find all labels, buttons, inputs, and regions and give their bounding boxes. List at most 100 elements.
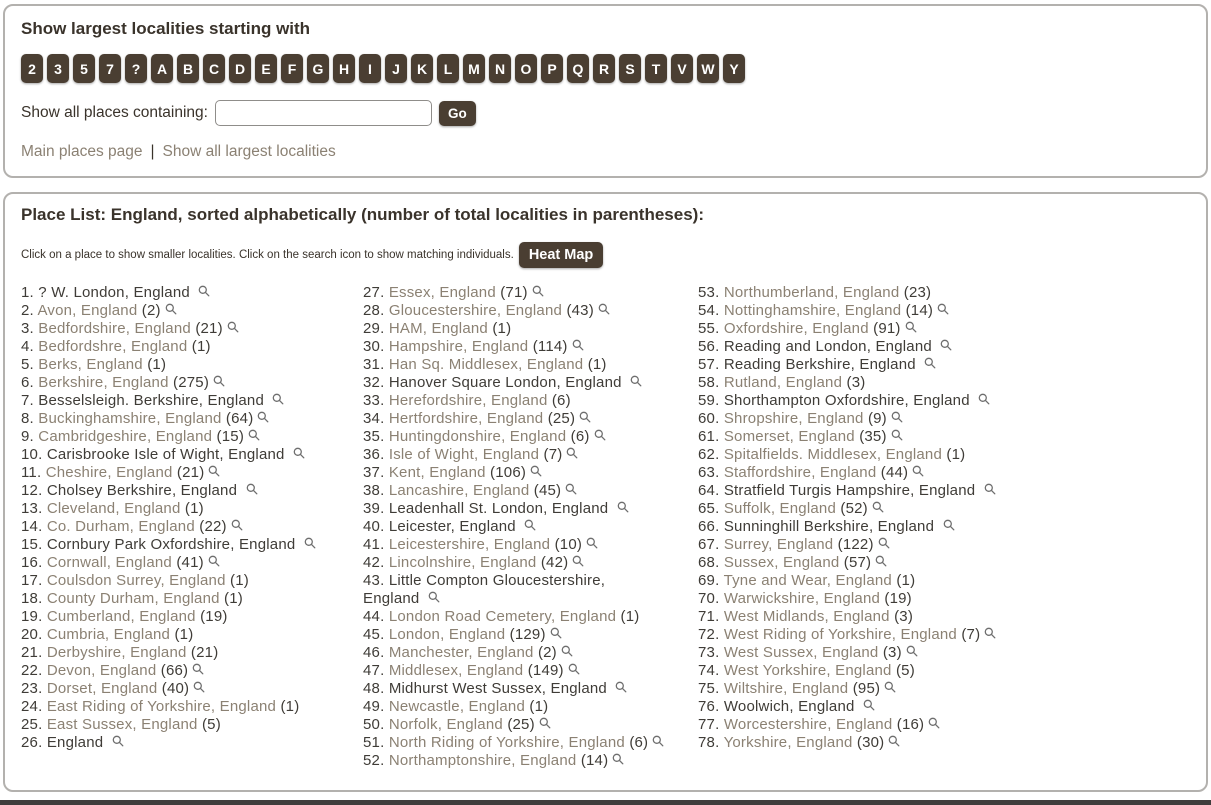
place-link[interactable]: Cleveland, England xyxy=(46,500,181,517)
place-link[interactable]: Nottinghamshire, England xyxy=(723,302,902,319)
search-icon[interactable] xyxy=(905,321,918,334)
place-link[interactable]: Worcestershire, England xyxy=(723,716,893,733)
search-icon[interactable] xyxy=(568,663,581,676)
search-icon[interactable] xyxy=(912,465,925,478)
letter-button[interactable]: S xyxy=(619,54,641,83)
search-icon[interactable] xyxy=(304,537,317,550)
place-link[interactable]: Middlesex, England xyxy=(388,662,524,679)
place-link[interactable]: County Durham, England xyxy=(46,590,220,607)
search-icon[interactable] xyxy=(165,303,178,316)
place-link[interactable]: Essex, England xyxy=(388,284,496,301)
place-link[interactable]: Oxfordshire, England xyxy=(723,320,869,337)
letter-button[interactable]: M xyxy=(463,54,485,83)
place-link[interactable]: East Riding of Yorkshire, England xyxy=(46,698,277,715)
place-link[interactable]: Warwickshire, England xyxy=(723,590,881,607)
search-icon[interactable] xyxy=(937,303,950,316)
search-icon[interactable] xyxy=(617,501,630,514)
search-icon[interactable] xyxy=(612,753,625,766)
place-link[interactable]: Co. Durham, England xyxy=(46,518,195,535)
search-icon[interactable] xyxy=(550,627,563,640)
search-icon[interactable] xyxy=(227,321,240,334)
place-link[interactable]: Somerset, England xyxy=(723,428,855,445)
place-link[interactable]: Tyne and Wear, England xyxy=(723,572,892,589)
place-link[interactable]: Herefordshire, England xyxy=(388,392,548,409)
place-link[interactable]: Avon, England xyxy=(37,302,138,319)
place-link[interactable]: West Midlands, England xyxy=(723,608,890,625)
place-link[interactable]: Newcastle, England xyxy=(388,698,526,715)
place-link[interactable]: Manchester, England xyxy=(388,644,534,661)
search-icon[interactable] xyxy=(532,285,545,298)
place-link[interactable]: Gloucestershire, England xyxy=(388,302,563,319)
letter-button[interactable]: F xyxy=(281,54,303,83)
search-icon[interactable] xyxy=(978,393,991,406)
search-icon[interactable] xyxy=(615,681,628,694)
search-icon[interactable] xyxy=(208,555,221,568)
place-link[interactable]: Hampshire, England xyxy=(388,338,529,355)
place-link[interactable]: West Riding of Yorkshire, England xyxy=(723,626,957,643)
place-link[interactable]: Leicestershire, England xyxy=(388,536,551,553)
search-icon[interactable] xyxy=(561,645,574,658)
letter-button[interactable]: A xyxy=(151,54,173,83)
search-icon[interactable] xyxy=(872,501,885,514)
place-link[interactable]: Rutland, England xyxy=(723,374,843,391)
search-icon[interactable] xyxy=(246,483,259,496)
place-link[interactable]: North Riding of Yorkshire, England xyxy=(388,734,625,751)
place-link[interactable]: Norfolk, England xyxy=(388,716,503,733)
search-icon[interactable] xyxy=(652,735,665,748)
letter-button[interactable]: ? xyxy=(125,54,147,83)
search-icon[interactable] xyxy=(863,699,876,712)
place-link[interactable]: Shropshire, England xyxy=(723,410,864,427)
place-link[interactable]: London, England xyxy=(388,626,506,643)
search-icon[interactable] xyxy=(524,519,537,532)
place-link[interactable]: Cheshire, England xyxy=(45,464,173,481)
place-link[interactable]: Huntingdonshire, England xyxy=(388,428,567,445)
search-icon[interactable] xyxy=(572,555,585,568)
place-link[interactable]: Cumbria, England xyxy=(46,626,171,643)
search-icon[interactable] xyxy=(530,465,543,478)
letter-button[interactable]: I xyxy=(359,54,381,83)
show-all-largest-localities-link[interactable]: Show all largest localities xyxy=(162,143,336,160)
search-icon[interactable] xyxy=(112,735,125,748)
place-link[interactable]: Sussex, England xyxy=(723,554,840,571)
place-link[interactable]: HAM, England xyxy=(388,320,488,337)
letter-button[interactable]: W xyxy=(697,54,719,83)
search-icon[interactable] xyxy=(248,429,261,442)
place-link[interactable]: Surrey, England xyxy=(723,536,834,553)
letter-button[interactable]: Q xyxy=(567,54,589,83)
place-link[interactable]: London Road Cemetery, England xyxy=(388,608,617,625)
letter-button[interactable]: Y xyxy=(723,54,745,83)
search-icon[interactable] xyxy=(565,483,578,496)
search-icon[interactable] xyxy=(984,627,997,640)
search-icon[interactable] xyxy=(984,483,997,496)
search-icon[interactable] xyxy=(888,735,901,748)
letter-button[interactable]: 3 xyxy=(47,54,69,83)
place-link[interactable]: Staffordshire, England xyxy=(723,464,877,481)
search-icon[interactable] xyxy=(213,375,226,388)
letter-button[interactable]: J xyxy=(385,54,407,83)
place-link[interactable]: Lancashire, England xyxy=(388,482,530,499)
search-icon[interactable] xyxy=(539,717,552,730)
letter-button[interactable]: O xyxy=(515,54,537,83)
search-icon[interactable] xyxy=(943,519,956,532)
search-icon[interactable] xyxy=(598,303,611,316)
search-icon[interactable] xyxy=(193,681,206,694)
letter-button[interactable]: 5 xyxy=(73,54,95,83)
place-link[interactable]: Suffolk, England xyxy=(723,500,836,517)
search-icon[interactable] xyxy=(208,465,221,478)
letter-button[interactable]: R xyxy=(593,54,615,83)
letter-button[interactable]: H xyxy=(333,54,355,83)
place-link[interactable]: Bedfordshre, England xyxy=(38,338,188,355)
letter-button[interactable]: G xyxy=(307,54,329,83)
search-icon[interactable] xyxy=(928,717,941,730)
search-icon[interactable] xyxy=(940,339,953,352)
place-link[interactable]: Northumberland, England xyxy=(723,284,900,301)
search-icon[interactable] xyxy=(231,519,244,532)
place-link[interactable]: Isle of Wight, England xyxy=(388,446,540,463)
place-link[interactable]: Cumberland, England xyxy=(46,608,196,625)
search-icon[interactable] xyxy=(891,411,904,424)
search-icon[interactable] xyxy=(572,339,585,352)
heat-map-button[interactable]: Heat Map xyxy=(518,242,604,268)
search-icon[interactable] xyxy=(594,429,607,442)
search-icon[interactable] xyxy=(884,681,897,694)
search-icon[interactable] xyxy=(878,537,891,550)
